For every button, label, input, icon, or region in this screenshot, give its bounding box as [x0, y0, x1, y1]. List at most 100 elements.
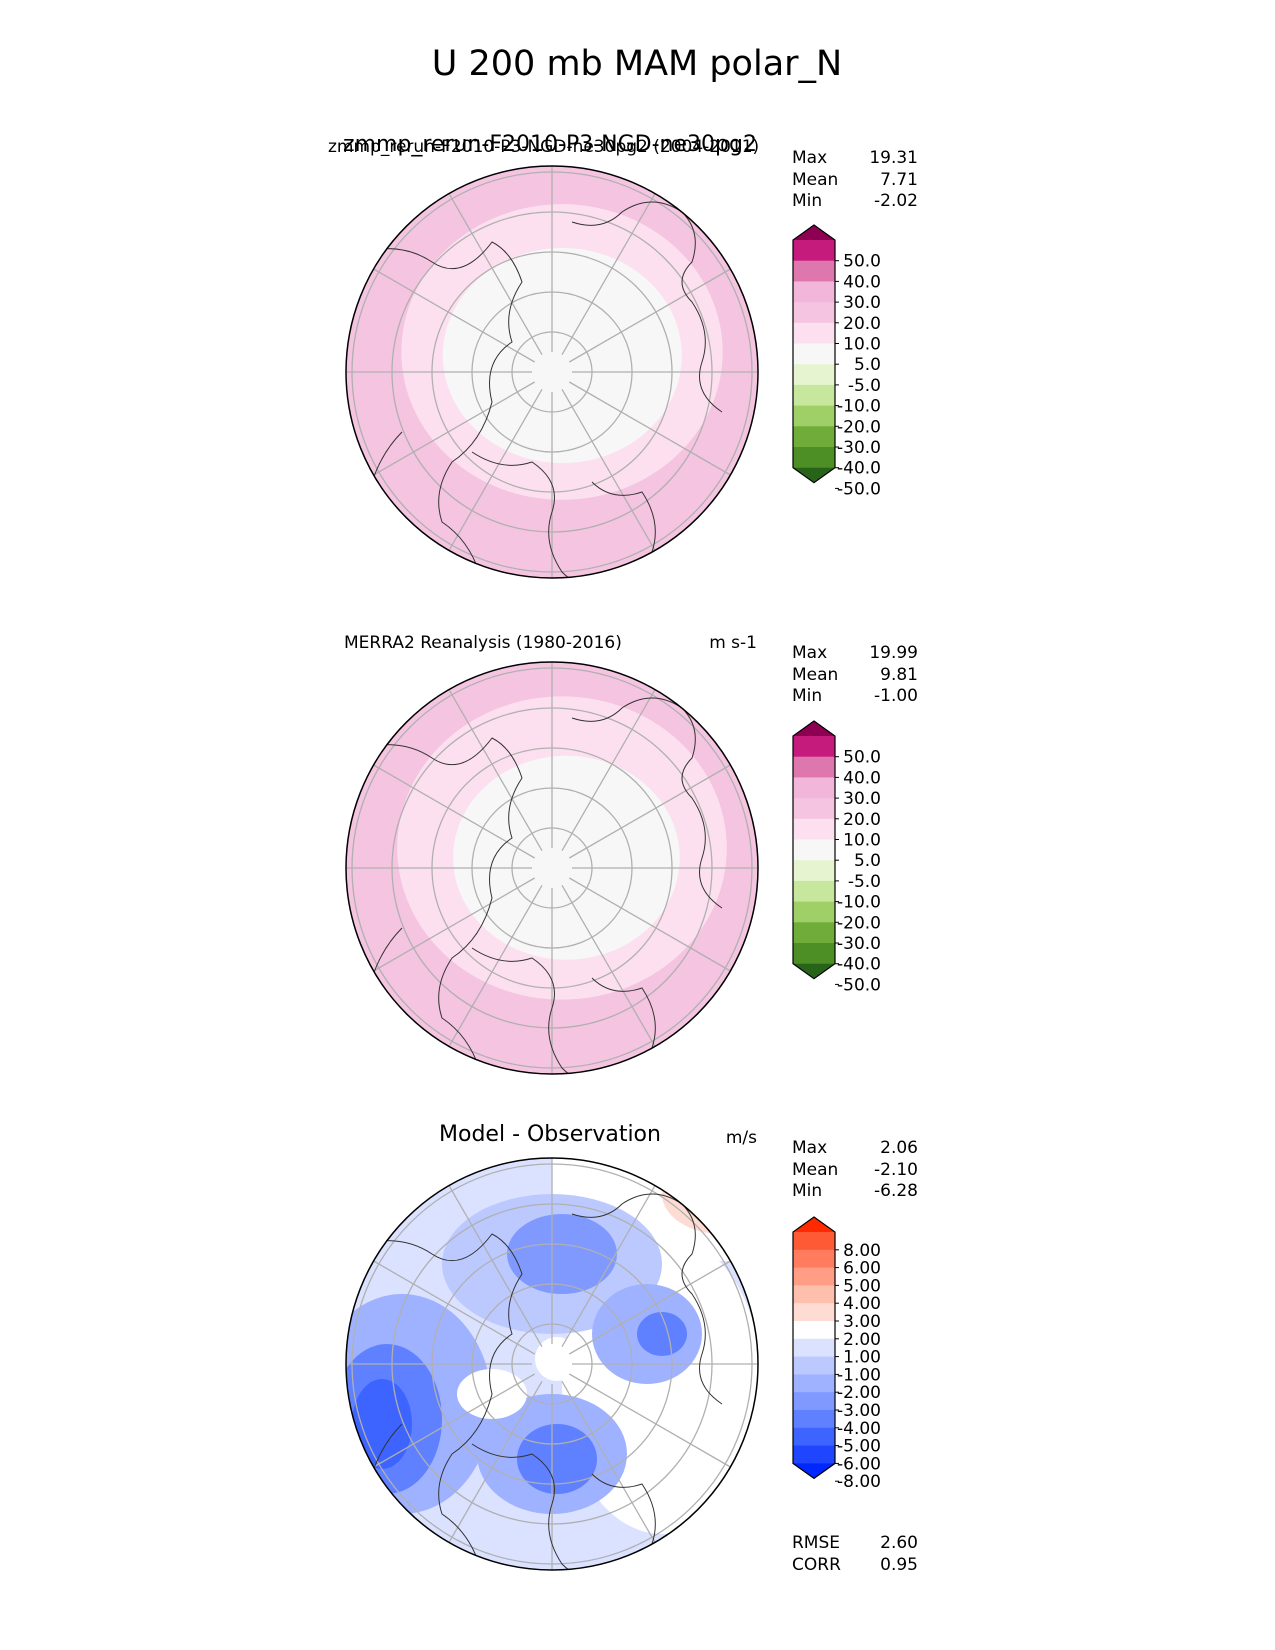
coastline: [361, 241, 523, 578]
longitude-line: [561, 193, 656, 356]
stat-mean-value: -2.10: [874, 1160, 918, 1180]
colorbar-tick-label: -50.0: [837, 479, 881, 499]
longitude-line: [561, 884, 656, 1047]
coastline: [471, 451, 625, 578]
map-field: [346, 1158, 758, 1570]
colorbar-segment: [793, 1232, 835, 1251]
longitude-line: [568, 268, 731, 363]
field-band-neg: [637, 1312, 687, 1356]
colorbar-segment: [793, 756, 835, 778]
colorbar-tick-label: 10.0: [843, 831, 881, 851]
stat-rmse-value: 2.60: [880, 1533, 918, 1553]
colorbar-tick-label: 40.0: [843, 768, 881, 788]
colorbar-outline: [792, 720, 836, 980]
colorbar-segment: [793, 1445, 835, 1464]
colorbar-tick-label: -30.0: [837, 934, 881, 954]
colorbar-segment: [793, 922, 835, 944]
stat-corr-label: CORR: [792, 1555, 841, 1575]
colorbar-diff: 8.006.005.004.003.002.001.00-1.00-2.00-3…: [792, 1216, 881, 1492]
colorbar-segment: [793, 1392, 835, 1411]
stat-corr-value: 0.95: [880, 1555, 918, 1575]
colorbar-segment: [793, 1285, 835, 1304]
colorbar-segment: [793, 880, 835, 903]
colorbar-tick-label: 1.00: [843, 1348, 881, 1368]
colorbar-segment: [793, 943, 835, 965]
colorbar-tick-label: 40.0: [843, 272, 881, 292]
colorbar-tick-label: -10.0: [837, 893, 881, 913]
map-boundary: [345, 1157, 759, 1571]
stat-min-label: Min: [792, 686, 822, 706]
colorbar-segment: [793, 777, 835, 799]
colorbar-tick-label: -1.00: [837, 1365, 881, 1385]
coastline: [471, 1443, 625, 1570]
stats-diff: Max 2.06 Mean -2.10 Min -6.28 RMSE 2.60 …: [792, 1138, 918, 1575]
colorbar-tick-label: 30.0: [843, 789, 881, 809]
colorbar-tick-label: 10.0: [843, 335, 881, 355]
map-field: [346, 166, 758, 578]
panel-obs-units: m s-1: [709, 633, 757, 653]
stat-rmse-label: RMSE: [792, 1533, 840, 1553]
colorbar-tick-label: 5.00: [843, 1276, 881, 1296]
colorbar-tick-label: 50.0: [843, 748, 881, 768]
longitude-line: [568, 381, 731, 476]
colorbar-segment: [793, 281, 835, 303]
colorbar-tick-label: 3.00: [843, 1312, 881, 1332]
colorbar-segment: [793, 302, 835, 324]
stat-mean-label: Mean: [792, 1160, 838, 1180]
map-boundary: [345, 661, 759, 1075]
colorbar-segment: [793, 384, 835, 407]
map-boundary: [345, 165, 759, 579]
longitude-line: [568, 1260, 731, 1355]
colorbar-segment: [793, 1410, 835, 1429]
panel-model-title-left: zmmp_rerun-F2010-P3-NGD-ne30pg2 (2004-20…: [328, 137, 759, 157]
colorbar-extend-min: [793, 1463, 835, 1479]
field-band-white: [535, 1337, 579, 1381]
stats-model: Max 19.31 Mean 7.71 Min -2.02: [792, 148, 918, 211]
longitude-line: [373, 381, 536, 476]
colorbar-segment: [793, 1427, 835, 1447]
stat-min-value: -6.28: [874, 1181, 918, 1201]
colorbar-segment: [793, 818, 835, 841]
stat-max-label: Max: [792, 1138, 827, 1158]
colorbar-segment: [793, 447, 835, 469]
field-band-core: [453, 755, 680, 960]
colorbar-extend-max: [793, 1217, 835, 1232]
colorbar-segment: [793, 240, 835, 262]
polar-map-obs: [345, 661, 759, 1075]
colorbar-segment: [793, 1356, 835, 1375]
field-band-core: [442, 247, 682, 464]
coastline: [571, 697, 723, 909]
colorbar-tick-label: -10.0: [837, 397, 881, 417]
colorbar-tick-label: -6.00: [837, 1454, 881, 1474]
longitude-line: [568, 877, 731, 972]
colorbar-tick-label: -20.0: [837, 417, 881, 437]
colorbar-tick-label: -5.00: [837, 1437, 881, 1457]
colorbar-tick-label: 6.00: [843, 1259, 881, 1279]
stat-mean-label: Mean: [792, 665, 838, 685]
panel-obs: MERRA2 Reanalysis (1980-2016) m s-1 Max …: [344, 633, 918, 1075]
colorbar-segment: [793, 1374, 835, 1393]
longitude-line: [448, 1185, 543, 1348]
longitude-line: [568, 1373, 731, 1468]
longitude-line: [373, 1260, 536, 1355]
colorbar-segment: [793, 1321, 835, 1340]
stat-min-label: Min: [792, 191, 822, 211]
colorbar-segment: [793, 1303, 835, 1322]
colorbar-segment: [793, 322, 835, 345]
longitude-line: [448, 689, 543, 852]
longitude-line: [561, 1380, 656, 1543]
colorbar-segment: [793, 1267, 835, 1286]
stat-max-label: Max: [792, 643, 827, 663]
stat-max-value: 19.31: [869, 148, 918, 168]
colorbar-segment: [793, 901, 835, 923]
colorbar-tick-label: -40.0: [837, 955, 881, 975]
longitude-line: [373, 877, 536, 972]
colorbar-tick-label: 2.00: [843, 1330, 881, 1350]
colorbar-segment: [793, 405, 835, 427]
colorbar-tick-label: -5.0: [848, 376, 881, 396]
stat-max-value: 19.99: [869, 643, 918, 663]
colorbar-tick-label: -2.00: [837, 1383, 881, 1403]
colorbar-extend-max: [793, 721, 835, 736]
colorbar-tick-label: -3.00: [837, 1401, 881, 1421]
stat-mean-value: 9.81: [880, 665, 918, 685]
